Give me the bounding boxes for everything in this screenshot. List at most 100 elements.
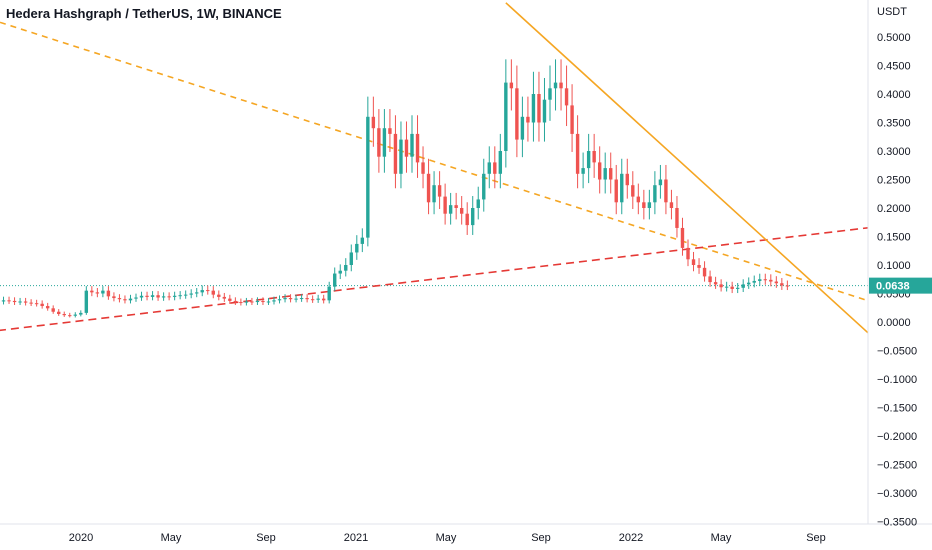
candle: [581, 152, 585, 189]
candle: [592, 133, 596, 178]
y-tick-label: 0.2000: [877, 203, 911, 215]
candle: [128, 294, 133, 304]
candle: [642, 189, 646, 220]
candle: [399, 121, 403, 189]
candle: [7, 296, 11, 304]
candle: [123, 295, 127, 304]
candle: [178, 291, 182, 300]
candle: [421, 146, 425, 189]
y-tick-label: 0.3500: [877, 118, 911, 130]
candle: [183, 290, 188, 299]
candle: [559, 59, 563, 111]
candle: [509, 59, 514, 111]
candle: [272, 296, 276, 305]
candle: [150, 291, 155, 301]
candle: [206, 285, 210, 295]
candle: [344, 258, 348, 277]
candle: [763, 273, 767, 285]
candle: [448, 192, 453, 225]
x-tick-label: Sep: [256, 532, 276, 544]
candle: [261, 297, 265, 305]
candle: [719, 279, 723, 292]
candle: [222, 292, 227, 302]
candle: [1, 296, 6, 305]
candle: [73, 312, 77, 318]
candle: [658, 164, 663, 199]
candle: [200, 285, 204, 297]
candle: [415, 115, 420, 178]
x-tick-label: Sep: [531, 532, 551, 544]
candle: [515, 65, 519, 158]
x-tick-label: 2022: [619, 532, 643, 544]
candle: [713, 276, 718, 289]
candle: [459, 196, 464, 225]
candle: [377, 109, 381, 173]
candle: [117, 294, 122, 303]
candle: [735, 283, 740, 294]
candle: [471, 196, 475, 235]
candle: [454, 192, 458, 220]
candle: [195, 287, 199, 298]
y-tick-label: 0.4500: [877, 61, 911, 73]
candle: [382, 109, 387, 173]
candle: [145, 291, 149, 301]
trendlines: [0, 2, 868, 334]
dashed-orange-trendline: [0, 21, 868, 302]
candle: [250, 297, 254, 305]
candle: [266, 297, 271, 305]
candle: [476, 186, 480, 220]
candle: [321, 294, 326, 304]
candle: [12, 297, 17, 305]
candle: [355, 235, 359, 260]
candle: [29, 299, 33, 307]
candle: [112, 292, 116, 302]
candle: [774, 276, 779, 288]
candle: [294, 294, 298, 303]
candle: [653, 171, 657, 215]
candle: [603, 152, 607, 194]
chart-title: Hedera Hashgraph / TetherUS, 1W, BINANCE: [6, 6, 282, 21]
candle: [189, 289, 193, 299]
y-tick-label: −0.2500: [877, 460, 917, 472]
candle: [691, 251, 696, 272]
candle: [426, 158, 431, 215]
candle: [769, 274, 773, 287]
candles: [1, 59, 790, 318]
candle: [139, 291, 144, 301]
candle: [156, 291, 160, 301]
candle: [134, 293, 138, 302]
candle: [647, 189, 652, 220]
candle: [277, 295, 282, 304]
candle: [531, 71, 536, 142]
candle: [288, 294, 293, 303]
candle: [526, 96, 530, 142]
candle: [553, 59, 558, 111]
y-unit-label: USDT: [877, 6, 907, 18]
candle: [520, 96, 525, 158]
candle: [443, 183, 447, 225]
candle: [95, 287, 100, 298]
candle: [597, 146, 602, 194]
candle: [244, 297, 249, 306]
candle: [18, 297, 22, 305]
candle: [410, 115, 414, 173]
candle: [498, 133, 503, 189]
y-tick-label: −0.2000: [877, 431, 917, 443]
candle: [239, 298, 243, 306]
candle: [564, 65, 569, 127]
candle: [482, 158, 486, 212]
candle: [614, 164, 618, 215]
y-tick-label: −0.3000: [877, 488, 917, 500]
candle: [664, 164, 668, 215]
candle: [255, 297, 260, 305]
candle: [167, 292, 171, 301]
x-tick-label: 2021: [344, 532, 368, 544]
y-tick-label: −0.3500: [877, 517, 917, 529]
candle: [586, 133, 591, 184]
y-tick-label: 0.2500: [877, 175, 911, 187]
candle: [404, 121, 409, 173]
candle: [349, 244, 353, 272]
candle: [570, 84, 574, 152]
x-tick-label: May: [436, 532, 457, 544]
